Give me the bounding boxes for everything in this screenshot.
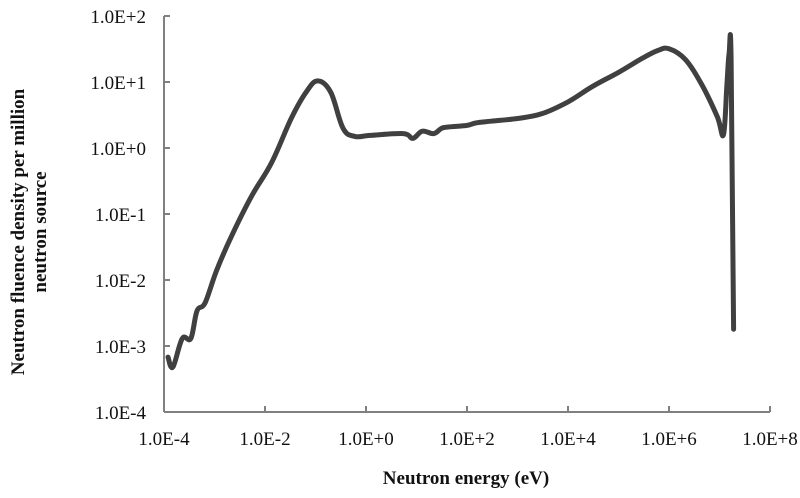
x-tick-label: 1.0E-4 [138,429,190,450]
x-tick-label: 1.0E+6 [641,429,697,450]
y-tick-label: 1.0E-3 [95,337,146,358]
y-tick-marks [164,15,170,413]
x-tick-label: 1.0E+4 [540,429,596,450]
x-tick-marks [163,406,771,412]
y-axis-title-line-2: neutron source [30,171,51,292]
y-tick-label: 1.0E-1 [95,205,146,226]
y-tick-label: 1.0E-2 [95,271,146,292]
x-tick-label: 1.0E+8 [742,429,798,450]
y-axis-title-line-1: Neutron fluence density per million [8,88,29,375]
y-axis-title: Neutron fluence density per million neut… [8,88,51,375]
x-tick-label: 1.0E-2 [239,429,290,450]
y-tick-label: 1.0E+2 [90,7,146,28]
y-tick-labels: 1.0E+2 1.0E+1 1.0E+0 1.0E-1 1.0E-2 1.0E-… [90,7,146,424]
y-tick-label: 1.0E+0 [90,139,146,160]
x-axis-title: Neutron energy (eV) [383,468,549,489]
y-tick-label: 1.0E+1 [90,73,146,94]
y-tick-label: 1.0E-4 [95,403,147,424]
data-series-line [165,32,737,371]
axes [163,15,771,413]
x-tick-label: 1.0E+0 [338,429,394,450]
x-tick-labels: 1.0E-4 1.0E-2 1.0E+0 1.0E+2 1.0E+4 1.0E+… [138,429,797,450]
x-tick-label: 1.0E+2 [439,429,495,450]
